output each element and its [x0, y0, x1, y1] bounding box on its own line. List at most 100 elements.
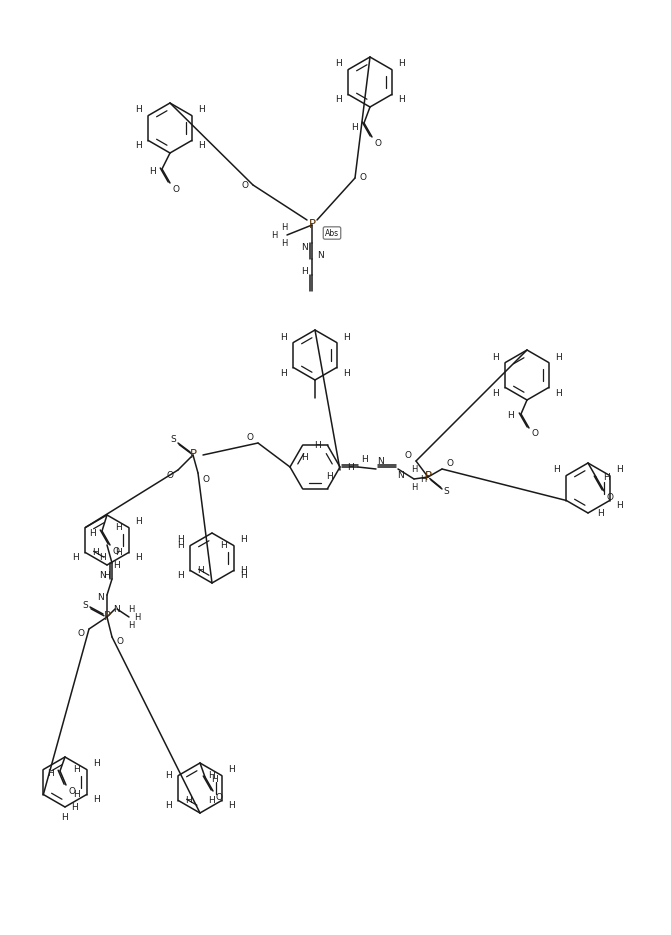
Text: H: H [554, 466, 560, 474]
Text: N: N [317, 251, 323, 260]
Text: H: H [555, 352, 562, 362]
Text: H: H [136, 141, 142, 151]
Text: H: H [197, 566, 204, 575]
Text: H: H [198, 141, 205, 151]
Text: O: O [374, 138, 382, 148]
Text: H: H [127, 605, 134, 613]
Text: H: H [48, 769, 54, 778]
Text: N: N [99, 570, 105, 580]
Text: H: H [351, 122, 358, 132]
Text: H: H [198, 106, 205, 114]
Text: H: H [301, 266, 307, 276]
Text: H: H [301, 453, 308, 462]
Text: N: N [97, 593, 103, 601]
Text: H: H [166, 801, 172, 811]
Text: H: H [411, 482, 417, 492]
Text: H: H [211, 774, 217, 784]
Text: H: H [398, 60, 405, 68]
Text: H: H [177, 571, 185, 581]
Text: H: H [314, 440, 321, 450]
Text: H: H [185, 796, 192, 805]
Text: H: H [360, 455, 368, 465]
Text: H: H [508, 411, 515, 421]
Text: H: H [135, 554, 142, 563]
Text: H: H [597, 509, 603, 517]
Text: H: H [411, 466, 417, 474]
Text: H: H [165, 771, 172, 780]
Text: S: S [443, 487, 449, 496]
Text: H: H [271, 231, 277, 239]
Text: H: H [99, 553, 105, 562]
Text: H: H [72, 554, 79, 563]
Text: H: H [336, 60, 342, 68]
Text: H: H [336, 95, 342, 105]
Text: H: H [89, 528, 95, 538]
Text: O: O [166, 471, 174, 481]
Text: H: H [73, 765, 80, 774]
Text: H: H [616, 466, 623, 474]
Text: S: S [82, 600, 88, 610]
Text: H: H [280, 238, 287, 248]
Text: N: N [376, 456, 383, 466]
Text: O: O [242, 180, 248, 190]
Text: N: N [301, 242, 307, 252]
Text: H: H [280, 223, 287, 232]
Text: H: H [208, 771, 215, 780]
Text: P: P [189, 449, 197, 462]
Text: H: H [616, 501, 623, 511]
Text: H: H [62, 813, 68, 823]
Text: H: H [93, 796, 99, 804]
Text: O: O [77, 629, 85, 639]
Text: P: P [425, 470, 431, 483]
Text: H: H [343, 368, 350, 378]
Text: H: H [227, 801, 235, 811]
Text: O: O [117, 638, 123, 646]
Text: H: H [208, 796, 215, 805]
Text: P: P [103, 611, 111, 624]
Text: H: H [227, 766, 235, 774]
Text: H: H [493, 389, 499, 397]
Text: H: H [398, 95, 405, 105]
Text: Abs: Abs [325, 228, 339, 237]
Text: H: H [115, 548, 122, 557]
Text: H: H [103, 571, 110, 581]
Text: H: H [240, 536, 246, 544]
Text: O: O [215, 793, 223, 801]
Text: O: O [405, 452, 411, 461]
Text: H: H [177, 536, 185, 544]
Text: H: H [555, 389, 562, 397]
Text: H: H [420, 474, 426, 483]
Text: S: S [170, 436, 176, 444]
Text: N: N [397, 470, 403, 480]
Text: O: O [172, 184, 180, 194]
Text: H: H [136, 106, 142, 114]
Text: H: H [135, 517, 142, 526]
Text: O: O [607, 493, 613, 501]
Text: O: O [531, 429, 539, 439]
Text: O: O [113, 546, 119, 555]
Text: H: H [220, 541, 227, 550]
Text: H: H [240, 566, 247, 575]
Text: H: H [148, 166, 156, 176]
Text: O: O [246, 434, 254, 442]
Text: N: N [113, 605, 120, 613]
Text: O: O [203, 474, 209, 483]
Text: H: H [280, 368, 287, 378]
Text: H: H [177, 541, 184, 550]
Text: O: O [68, 786, 76, 796]
Text: O: O [360, 174, 366, 182]
Text: H: H [127, 621, 134, 629]
Text: O: O [446, 459, 454, 468]
Text: H: H [92, 548, 99, 557]
Text: H: H [115, 523, 122, 532]
Text: H: H [347, 463, 354, 471]
Text: H: H [93, 759, 99, 769]
Text: H: H [240, 571, 246, 581]
Text: H: H [493, 352, 499, 362]
Text: H: H [280, 333, 287, 341]
Text: H: H [134, 612, 140, 622]
Text: H: H [72, 802, 79, 812]
Text: H: H [73, 790, 80, 799]
Text: H: H [343, 333, 350, 341]
Text: P: P [309, 219, 315, 232]
